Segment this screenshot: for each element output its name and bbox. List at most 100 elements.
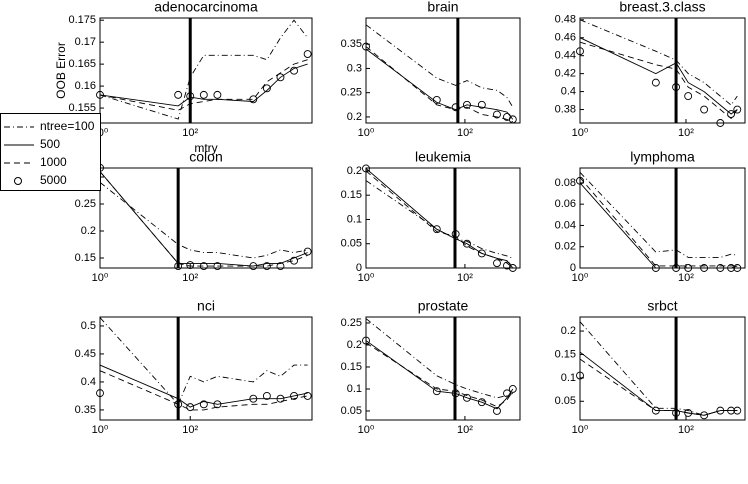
series-line (580, 171, 738, 258)
y-tick-label: 0.1 (561, 372, 576, 384)
plot-frame (365, 17, 521, 124)
series-line (580, 182, 738, 268)
point (451, 103, 460, 112)
y-tick-label: 0.05 (341, 405, 362, 417)
panel-title: prostate (418, 298, 469, 314)
point (700, 105, 709, 114)
series-line (366, 168, 514, 268)
point (451, 389, 460, 398)
y-tick-label: 0.4 (81, 376, 96, 388)
point (477, 398, 486, 407)
point (432, 225, 441, 234)
panel-title: srbct (647, 298, 677, 314)
legend-symbol (14, 177, 22, 185)
y-tick-label: 0.2 (81, 225, 96, 237)
point (199, 262, 208, 271)
x-tick-label: 10⁰ (358, 424, 375, 436)
y-tick-label: 0.16 (75, 80, 96, 92)
x-axis-label: mtry (194, 141, 217, 155)
panel: lymphoma 0 0.02 0.04 0.06 0.08 10⁰ 10² (555, 149, 746, 284)
legend-label: ntree=100 (40, 119, 95, 133)
y-tick-label: 0.2 (347, 111, 362, 123)
y-tick-label: 0.1 (347, 383, 362, 395)
panel-title: lymphoma (630, 149, 695, 165)
series-line (366, 340, 514, 410)
y-tick-label: 0 (570, 262, 576, 274)
plot-frame (365, 316, 521, 421)
series-line (100, 182, 308, 259)
point (716, 406, 725, 415)
y-tick-label: 0.25 (341, 87, 362, 99)
y-tick-label: 0.04 (555, 219, 576, 231)
point (463, 239, 471, 248)
y-tick-label: 0.35 (341, 38, 362, 50)
y-tick-label: 0 (356, 262, 362, 274)
point (174, 262, 183, 271)
y-tick-label: 0.05 (341, 238, 362, 250)
point (213, 400, 222, 409)
point (477, 249, 486, 258)
y-tick-label: 0.46 (555, 32, 576, 44)
panel-title: nci (197, 298, 215, 314)
x-tick-label: 10² (182, 272, 198, 284)
y-tick-label: 0.48 (555, 14, 576, 26)
x-tick-label: 10² (678, 127, 694, 139)
series-line (580, 351, 738, 416)
x-tick-label: 10² (678, 272, 694, 284)
point (290, 66, 298, 75)
point (303, 391, 312, 400)
y-tick-label: 0.35 (75, 404, 96, 416)
y-tick-label: 0.4 (561, 85, 576, 97)
series-line (366, 170, 514, 268)
y-tick-label: 0.2 (347, 165, 362, 177)
panel: srbct 0.05 0.1 0.15 0.2 10⁰ 10² (555, 298, 746, 436)
legend-label: 1000 (40, 155, 67, 169)
series-line (366, 46, 513, 123)
point (199, 90, 208, 99)
y-tick-label: 0.08 (555, 177, 576, 189)
y-tick-label: 0.45 (75, 348, 96, 360)
x-tick-label: 10⁰ (358, 127, 375, 139)
panel: breast.3.class 0.38 0.4 0.42 0.44 0.46 0.48 10⁰… (555, 0, 746, 139)
point (733, 406, 742, 415)
point (672, 83, 681, 92)
y-tick-label: 0.17 (75, 36, 96, 48)
point (186, 261, 195, 269)
point (303, 50, 312, 58)
plot-frame (579, 17, 746, 124)
point (672, 409, 681, 417)
point (290, 391, 298, 400)
point (451, 230, 460, 238)
point (493, 110, 501, 119)
point (733, 105, 742, 114)
y-tick-label: 0.25 (75, 198, 96, 210)
x-tick-label: 10² (182, 424, 198, 436)
point (249, 262, 258, 271)
panel: brain 0.2 0.25 0.3 0.35 10⁰ 10² (341, 0, 521, 139)
panel-title: colon (189, 149, 222, 165)
y-axis-label: OOB Error (54, 42, 68, 99)
series-line (366, 342, 514, 408)
point (262, 84, 271, 93)
x-tick-label: 10² (457, 272, 473, 284)
point (651, 406, 660, 415)
point (186, 403, 195, 412)
y-tick-label: 0.1 (347, 213, 362, 225)
point (213, 262, 222, 271)
series-line (580, 321, 738, 416)
plot-frame (99, 316, 313, 421)
x-tick-label: 10⁰ (572, 424, 589, 436)
point (503, 389, 511, 398)
panel: nci 0.35 0.4 0.45 0.5 10⁰ 10² (75, 298, 313, 436)
x-tick-label: 10⁰ (358, 272, 375, 284)
series-line (100, 370, 308, 411)
legend-label: 500 (40, 137, 60, 151)
x-tick-label: 10⁰ (92, 424, 109, 436)
x-tick-label: 10⁰ (572, 272, 589, 284)
y-tick-label: 0.42 (555, 68, 576, 80)
y-tick-label: 0.05 (555, 395, 576, 407)
y-tick-label: 0.165 (68, 58, 96, 70)
panel: prostate 0.05 0.1 0.15 0.2 0.25 10⁰ 10² (341, 298, 521, 436)
